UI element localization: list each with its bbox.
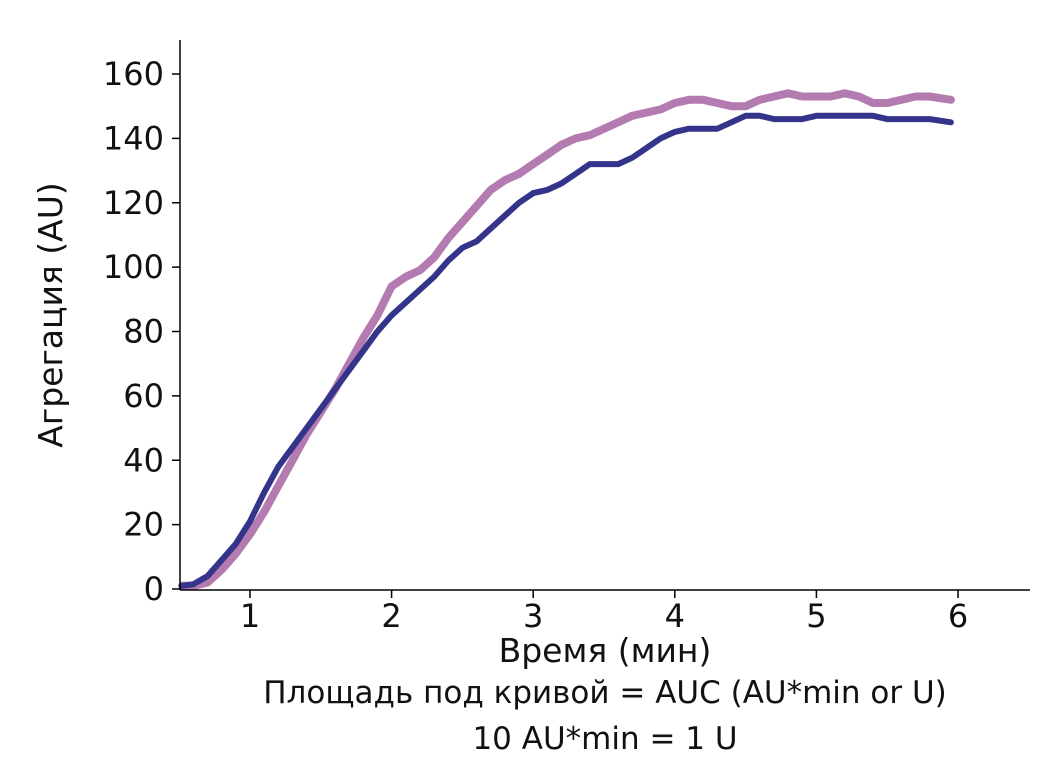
x-ticks: 1 2 3 4 5 6 (240, 590, 968, 635)
y-tick-label: 160 (103, 55, 164, 93)
x-tick-label: 6 (948, 597, 968, 635)
y-tick-label: 120 (103, 184, 164, 222)
x-tick-label: 1 (240, 597, 260, 635)
y-tick-label: 100 (103, 248, 164, 286)
y-tick-label: 140 (103, 119, 164, 157)
x-tick-label: 4 (665, 597, 685, 635)
y-tick-label: 40 (123, 441, 164, 479)
series-line-0 (179, 112, 954, 589)
y-tick-label: 60 (123, 377, 164, 415)
series-lines (178, 89, 955, 590)
x-tick-label: 2 (381, 597, 401, 635)
axes (179, 40, 1030, 591)
y-tick-label: 20 (123, 506, 164, 544)
y-tick-label: 0 (144, 570, 164, 608)
y-ticks: 0 20 40 60 80 100 120 140 160 (103, 55, 180, 608)
x-axis-title: Время (мин) (499, 631, 712, 670)
unit-note: 10 AU*min = 1 U (472, 721, 737, 757)
y-tick-label: 80 (123, 313, 164, 351)
y-axis-title: Агрегация (AU) (31, 182, 70, 447)
x-tick-label: 3 (523, 597, 543, 635)
series-line-1 (178, 89, 955, 590)
x-tick-label: 5 (806, 597, 826, 635)
auc-note: Площадь под кривой = AUC (AU*min or U) (263, 675, 947, 711)
